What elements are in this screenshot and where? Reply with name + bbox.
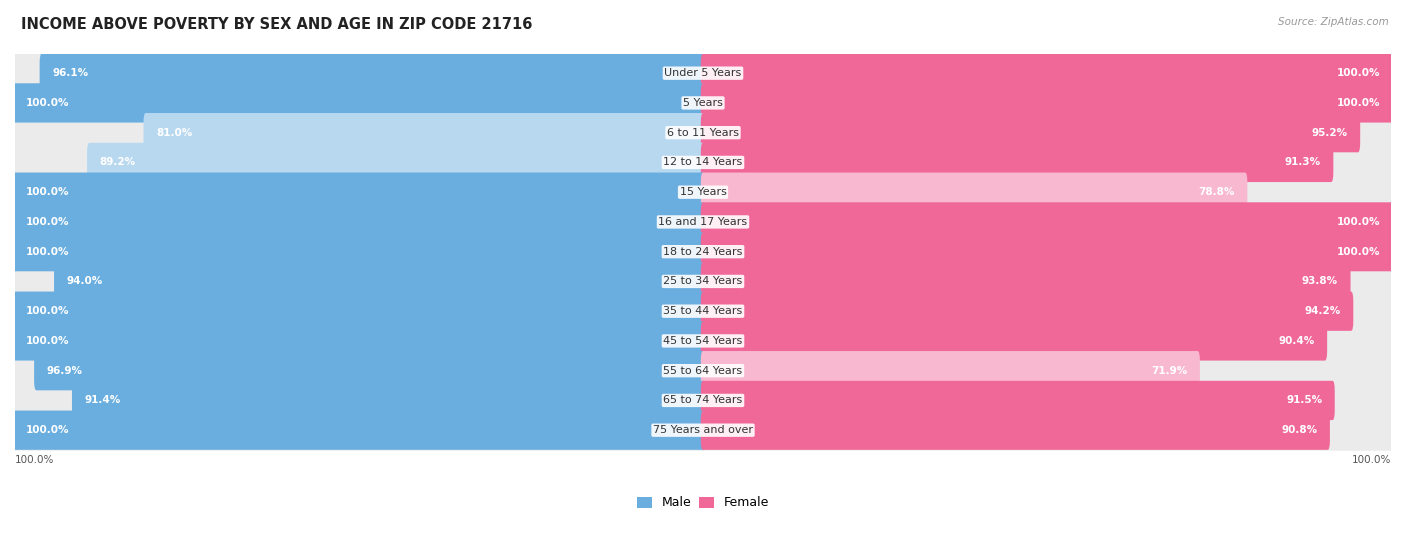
FancyBboxPatch shape [700, 143, 1333, 182]
FancyBboxPatch shape [53, 262, 706, 301]
FancyBboxPatch shape [13, 321, 706, 361]
FancyBboxPatch shape [13, 172, 706, 213]
Text: 91.5%: 91.5% [1286, 395, 1322, 405]
Text: 18 to 24 Years: 18 to 24 Years [664, 247, 742, 257]
FancyBboxPatch shape [700, 53, 1393, 94]
Text: INCOME ABOVE POVERTY BY SEX AND AGE IN ZIP CODE 21716: INCOME ABOVE POVERTY BY SEX AND AGE IN Z… [21, 17, 533, 32]
FancyBboxPatch shape [700, 350, 1393, 391]
FancyBboxPatch shape [700, 142, 1393, 183]
FancyBboxPatch shape [39, 54, 706, 93]
Text: 71.9%: 71.9% [1152, 366, 1187, 376]
Text: 5 Years: 5 Years [683, 98, 723, 108]
Text: 94.2%: 94.2% [1305, 306, 1341, 316]
Text: 91.3%: 91.3% [1285, 158, 1320, 168]
FancyBboxPatch shape [13, 261, 706, 302]
FancyBboxPatch shape [700, 201, 1393, 243]
Text: 100.0%: 100.0% [1337, 217, 1381, 227]
Text: 95.2%: 95.2% [1312, 127, 1348, 138]
Text: 91.4%: 91.4% [84, 395, 121, 405]
FancyBboxPatch shape [13, 320, 706, 362]
FancyBboxPatch shape [143, 113, 706, 152]
FancyBboxPatch shape [700, 112, 1393, 153]
FancyBboxPatch shape [13, 410, 706, 451]
Text: 100.0%: 100.0% [25, 187, 69, 197]
FancyBboxPatch shape [72, 381, 706, 420]
Text: 55 to 64 Years: 55 to 64 Years [664, 366, 742, 376]
Text: 6 to 11 Years: 6 to 11 Years [666, 127, 740, 138]
Text: 100.0%: 100.0% [25, 425, 69, 435]
FancyBboxPatch shape [700, 292, 1354, 331]
Text: 100.0%: 100.0% [25, 306, 69, 316]
Text: 35 to 44 Years: 35 to 44 Years [664, 306, 742, 316]
Text: 100.0%: 100.0% [25, 98, 69, 108]
Text: 12 to 14 Years: 12 to 14 Years [664, 158, 742, 168]
FancyBboxPatch shape [700, 320, 1393, 362]
Text: Under 5 Years: Under 5 Years [665, 68, 741, 78]
FancyBboxPatch shape [13, 232, 706, 271]
FancyBboxPatch shape [13, 291, 706, 331]
FancyBboxPatch shape [13, 410, 706, 450]
FancyBboxPatch shape [700, 381, 1334, 420]
FancyBboxPatch shape [13, 231, 706, 272]
FancyBboxPatch shape [700, 173, 1247, 212]
FancyBboxPatch shape [700, 113, 1360, 152]
FancyBboxPatch shape [700, 231, 1393, 272]
Text: 25 to 34 Years: 25 to 34 Years [664, 277, 742, 286]
FancyBboxPatch shape [13, 53, 706, 94]
FancyBboxPatch shape [700, 232, 1393, 271]
Text: 90.8%: 90.8% [1281, 425, 1317, 435]
Text: 78.8%: 78.8% [1198, 187, 1234, 197]
FancyBboxPatch shape [13, 350, 706, 391]
Text: 45 to 54 Years: 45 to 54 Years [664, 336, 742, 346]
FancyBboxPatch shape [700, 291, 1393, 331]
FancyBboxPatch shape [700, 83, 1393, 122]
FancyBboxPatch shape [87, 143, 706, 182]
FancyBboxPatch shape [700, 321, 1327, 361]
Text: 100.0%: 100.0% [1337, 68, 1381, 78]
Text: 15 Years: 15 Years [679, 187, 727, 197]
FancyBboxPatch shape [700, 54, 1393, 93]
FancyBboxPatch shape [13, 83, 706, 122]
Text: 100.0%: 100.0% [1337, 98, 1381, 108]
FancyBboxPatch shape [13, 380, 706, 421]
FancyBboxPatch shape [700, 172, 1393, 213]
FancyBboxPatch shape [700, 410, 1330, 450]
FancyBboxPatch shape [700, 261, 1393, 302]
FancyBboxPatch shape [700, 410, 1393, 451]
FancyBboxPatch shape [34, 351, 706, 390]
Text: 81.0%: 81.0% [156, 127, 193, 138]
Text: 75 Years and over: 75 Years and over [652, 425, 754, 435]
Text: 100.0%: 100.0% [1337, 247, 1381, 257]
Text: 90.4%: 90.4% [1278, 336, 1315, 346]
Text: 65 to 74 Years: 65 to 74 Years [664, 395, 742, 405]
Legend: Male, Female: Male, Female [631, 491, 775, 514]
FancyBboxPatch shape [13, 112, 706, 153]
FancyBboxPatch shape [13, 82, 706, 124]
Text: Source: ZipAtlas.com: Source: ZipAtlas.com [1278, 17, 1389, 27]
FancyBboxPatch shape [700, 351, 1199, 390]
Text: 100.0%: 100.0% [25, 247, 69, 257]
Text: 100.0%: 100.0% [25, 217, 69, 227]
FancyBboxPatch shape [13, 202, 706, 241]
FancyBboxPatch shape [700, 202, 1393, 241]
Text: 89.2%: 89.2% [100, 158, 136, 168]
FancyBboxPatch shape [13, 142, 706, 183]
Text: 93.8%: 93.8% [1302, 277, 1339, 286]
FancyBboxPatch shape [700, 262, 1351, 301]
Text: 100.0%: 100.0% [1351, 455, 1391, 465]
FancyBboxPatch shape [13, 292, 706, 331]
Text: 16 and 17 Years: 16 and 17 Years [658, 217, 748, 227]
Text: 96.1%: 96.1% [52, 68, 89, 78]
FancyBboxPatch shape [700, 82, 1393, 124]
FancyBboxPatch shape [13, 201, 706, 243]
Text: 94.0%: 94.0% [66, 277, 103, 286]
Text: 96.9%: 96.9% [46, 366, 83, 376]
Text: 100.0%: 100.0% [25, 336, 69, 346]
FancyBboxPatch shape [700, 380, 1393, 421]
Text: 100.0%: 100.0% [15, 455, 55, 465]
FancyBboxPatch shape [13, 173, 706, 212]
